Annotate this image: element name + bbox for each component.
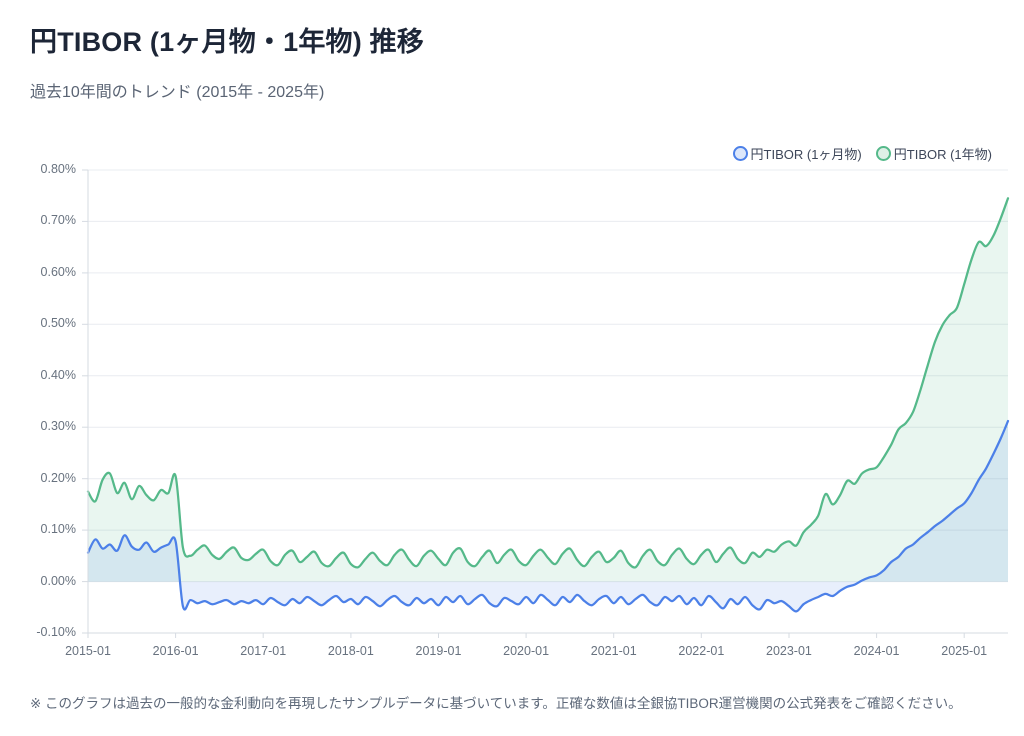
y-axis-label: 0.40%: [40, 367, 76, 382]
series-1y-area: [88, 198, 1008, 582]
x-axis-label: 2020-01: [503, 644, 550, 658]
y-axis-label: 0.10%: [40, 522, 76, 537]
x-axis-label: 2025-01: [941, 644, 988, 658]
legend-label-1m: 円TIBOR (1ヶ月物): [750, 147, 862, 162]
y-axis-label: -0.10%: [36, 625, 76, 639]
x-axis-label: 2024-01: [853, 644, 900, 658]
page-title: 円TIBOR (1ヶ月物・1年物) 推移: [30, 27, 425, 57]
legend-marker-1m-icon: [732, 146, 748, 161]
series-1y-line: [86, 197, 1010, 569]
y-axis-label: 0.50%: [40, 316, 76, 331]
x-axis-label: 2021-01: [590, 644, 637, 658]
x-axis-label: 2022-01: [678, 644, 725, 658]
x-axis-label: 2023-01: [766, 644, 812, 658]
x-axis-label: 2019-01: [415, 644, 462, 658]
y-axis-label: 0.80%: [40, 162, 76, 176]
y-axis-label: 0.30%: [40, 419, 76, 434]
y-axis-label: 0.20%: [40, 470, 76, 485]
legend-item-1y[interactable]: 円TIBOR (1年物): [875, 144, 992, 163]
series-1m-line: [86, 419, 1010, 613]
x-axis-label: 2016-01: [152, 644, 199, 658]
y-axis-label: 0.60%: [40, 264, 76, 279]
legend-marker-1y-icon: [875, 146, 891, 161]
chart-legend: 円TIBOR (1ヶ月物) 円TIBOR (1年物): [732, 144, 992, 163]
y-axis-label: 0.70%: [40, 213, 76, 228]
legend-label-1y: 円TIBOR (1年物): [893, 147, 992, 162]
x-axis-label: 2015-01: [65, 644, 111, 658]
legend-item-1m[interactable]: 円TIBOR (1ヶ月物): [732, 144, 862, 163]
x-axis-label: 2018-01: [327, 644, 374, 658]
disclaimer-note: ※ このグラフは過去の一般的な金利動向を再現したサンプルデータに基づいています。…: [30, 696, 962, 711]
page-subtitle: 過去10年間のトレンド (2015年 - 2025年): [30, 84, 325, 101]
x-axis-label: 2017-01: [240, 644, 287, 658]
y-axis-label: 0.00%: [40, 573, 76, 588]
